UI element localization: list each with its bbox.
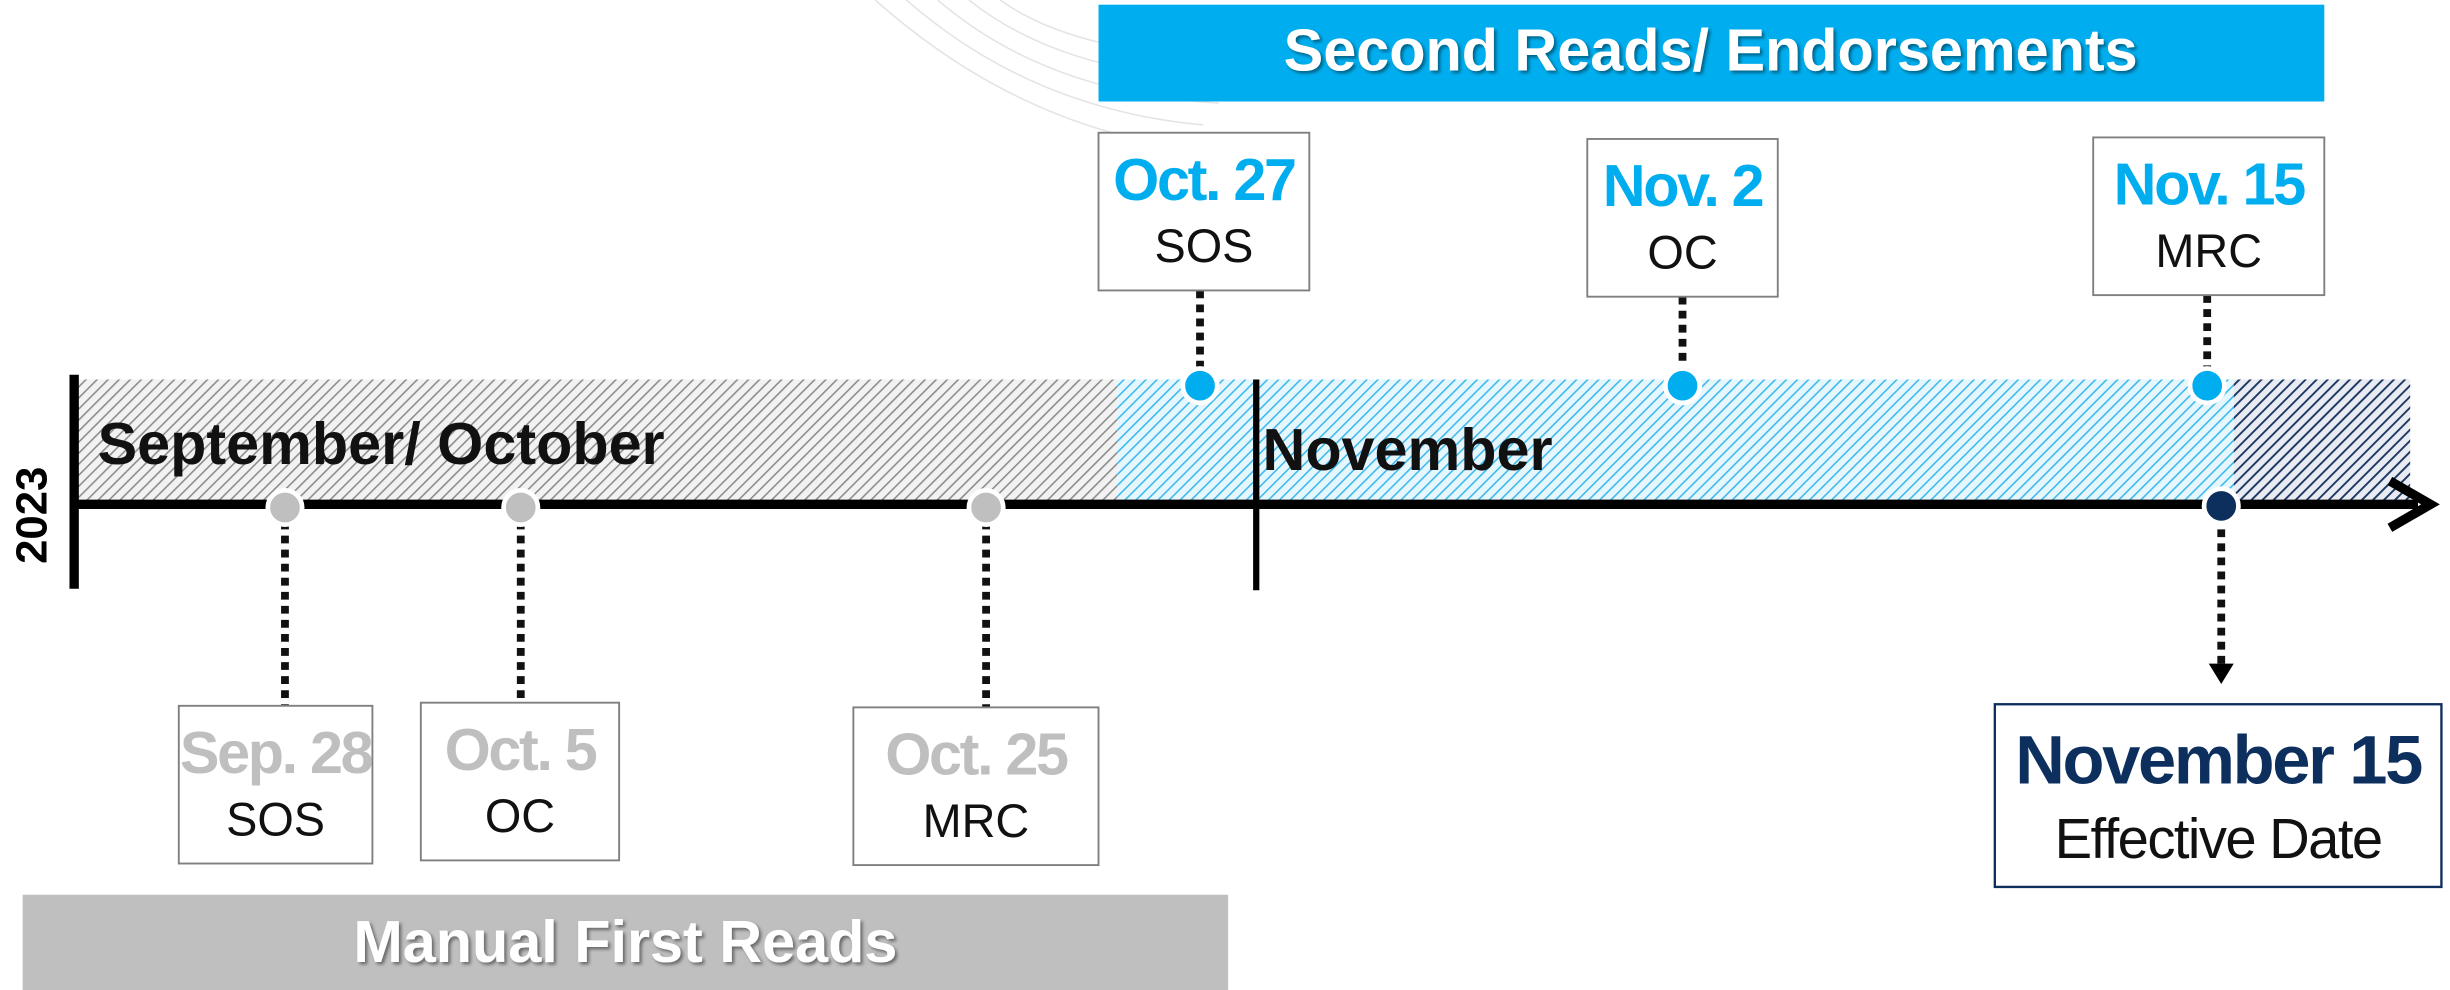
event-dot (1180, 366, 1220, 406)
effective-box (1993, 703, 2443, 889)
event-dot (1663, 366, 1703, 406)
event-box (177, 704, 374, 865)
month-label: November (1262, 416, 1552, 483)
event-dot (501, 487, 541, 528)
band-navy (2233, 379, 2411, 503)
banner-title: Second Reads/ Endorsements (1284, 16, 2138, 83)
events: Sep. 28 SOS Oct. 5 OC Oct. 25 MRC Oct. 27 SOS No… (177, 131, 2326, 867)
event-box (419, 701, 621, 862)
effective-label: Effective Date (2055, 807, 2382, 870)
event-body: SOS (1154, 220, 1253, 272)
event-body: SOS (226, 793, 325, 845)
event-dot (265, 487, 305, 528)
event-body: OC (1647, 226, 1717, 278)
event-date: Oct. 27 (1113, 146, 1295, 213)
event-date: Oct. 5 (445, 716, 597, 783)
connector-arrow (2208, 663, 2234, 684)
year-label: 2023 (8, 467, 57, 564)
second-reads-banner (1098, 4, 2325, 102)
first-reads-banner (22, 894, 1229, 990)
milestone-dot (2201, 486, 2241, 526)
event-box (1586, 138, 1779, 298)
event-date: Nov. 15 (2114, 151, 2306, 218)
event-box (1097, 131, 1311, 292)
event-dot (966, 487, 1006, 528)
event-dot (2187, 366, 2227, 406)
axis-arrow (2387, 476, 2440, 532)
event-date: Sep. 28 (180, 719, 373, 786)
event-body: MRC (923, 795, 1030, 847)
effective-date: November 15 (2015, 721, 2422, 798)
event-date: Nov. 2 (1603, 152, 1763, 219)
event-body: OC (485, 790, 555, 842)
month-label: September/ October (98, 410, 665, 477)
event-date: Oct. 25 (885, 721, 1068, 788)
band-grey (75, 379, 1118, 503)
event-body: MRC (2155, 225, 2262, 277)
banner-title: Manual First Reads (353, 908, 897, 975)
event-box (2092, 136, 2326, 297)
event-box (852, 706, 1100, 867)
